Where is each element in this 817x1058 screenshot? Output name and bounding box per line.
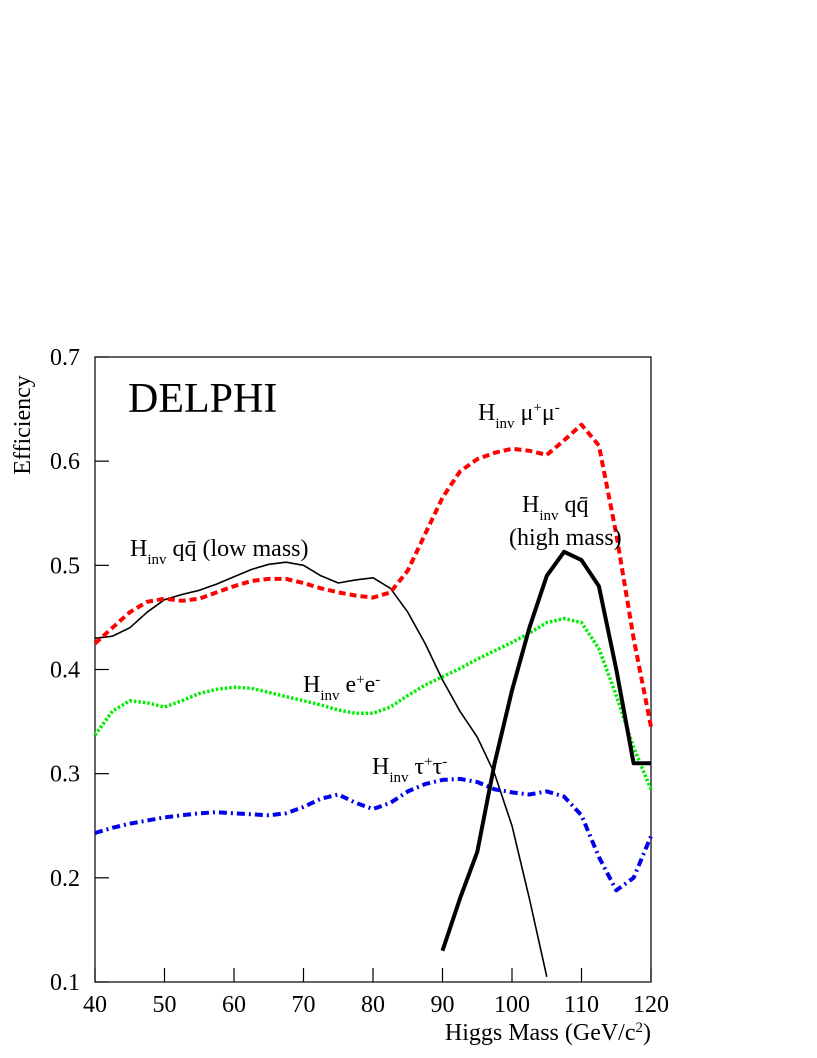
y-tick-label: 0.6 [50,449,80,475]
series-label: Hinv μ+μ- [478,400,560,432]
series-line [93,616,653,790]
text-part: inv [495,416,515,432]
x-tick-label: 80 [361,992,385,1018]
text-part: + [424,754,432,770]
x-tick-label: 50 [153,992,177,1018]
x-tick-label: 100 [494,992,530,1018]
series-label: Hinv qq̄ (low mass) [130,536,309,568]
series-line [440,549,651,952]
y-tick-label: 0.2 [50,866,80,892]
chart-title: DELPHI [128,376,277,422]
x-tick-label: 40 [83,992,107,1018]
series-line [94,561,548,977]
x-tick-label: 110 [564,992,599,1018]
text-part: qq̄ (low mass) [167,536,309,562]
x-tick-label: 90 [431,992,455,1018]
text-part: + [356,672,364,688]
text-part: μ [542,400,555,426]
text-part: Higgs Mass (GeV/c [445,1020,636,1046]
text-part: (high mass) [509,525,622,551]
text-part: e [340,672,357,698]
text-part: H [478,400,495,426]
x-tick-label: 70 [292,992,316,1018]
text-part: - [375,672,380,688]
x-axis-label: Higgs Mass (GeV/c2) [445,1020,651,1046]
x-tick-label: 120 [633,992,669,1018]
y-axis-label: Efficiency [10,375,36,475]
series-label: Hinv τ+τ- [372,754,447,786]
y-tick-label: 0.3 [50,762,80,788]
series-label: (high mass) [509,525,622,551]
series-line [94,776,653,893]
text-part: qq̄ [559,492,589,518]
series-label: Hinv qq̄ [522,492,589,524]
text-part: τ [409,754,425,780]
text-part: ) [643,1020,651,1046]
plot-frame [94,356,652,983]
text-part: H [303,672,320,698]
y-tick-label: 0.7 [50,345,80,371]
text-part: H [522,492,539,518]
text-part: inv [389,770,409,786]
text-part: H [130,536,147,562]
text-part: H [372,754,389,780]
text-part: μ [515,400,534,426]
text-part: inv [539,508,559,524]
y-tick-label: 0.1 [50,970,80,996]
text-part: 2 [636,1020,644,1036]
text-part: inv [147,552,167,568]
text-part: - [442,754,447,770]
text-part: inv [320,688,340,704]
text-part: e [365,672,376,698]
text-part: + [533,400,541,416]
text-part: - [555,400,560,416]
x-tick-label: 60 [222,992,246,1018]
text-part: τ [433,754,443,780]
series-line [93,422,653,728]
y-tick-label: 0.4 [50,658,80,684]
series-label: Hinv e+e- [303,672,380,704]
y-tick-label: 0.5 [50,553,80,579]
